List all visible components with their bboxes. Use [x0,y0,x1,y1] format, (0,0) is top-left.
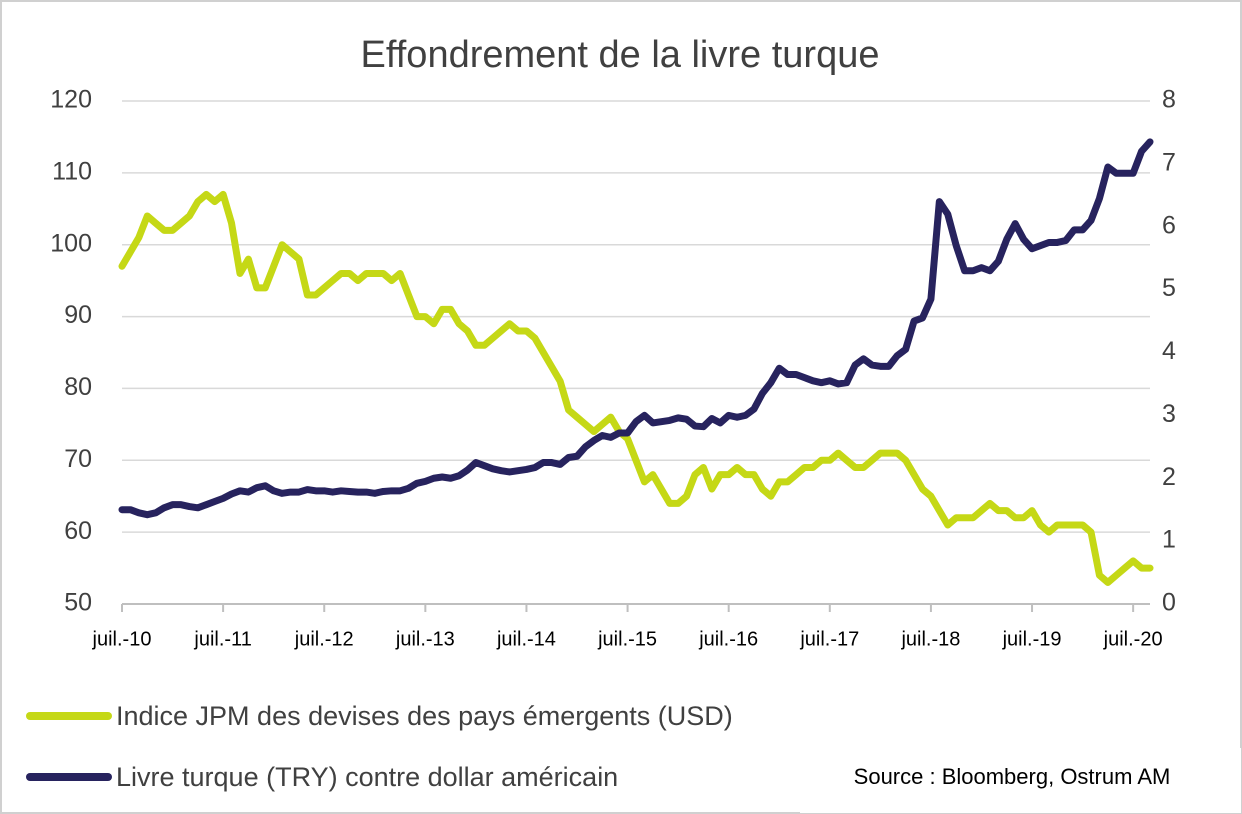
chart-title: Effondrement de la livre turque [361,34,880,76]
x-tick-label: juil.-15 [597,628,657,650]
x-tick-label: juil.-20 [1103,628,1163,650]
x-tick-label: juil.-13 [395,628,455,650]
y2-tick-label: 4 [1162,337,1176,365]
y-tick-label: 100 [50,229,92,257]
legend-label: Indice JPM des devises des pays émergent… [116,701,733,731]
series-line [118,138,1154,519]
x-tick-label: juil.-12 [294,628,354,650]
x-tick-label: juil.-10 [92,628,152,650]
source-box [800,748,1241,813]
y2-tick-label: 8 [1162,86,1176,114]
x-tick-label: juil.-14 [496,628,556,650]
y2-tick-label: 2 [1162,463,1176,491]
y2-tick-label: 3 [1162,400,1176,428]
x-tick-label: juil.-18 [900,628,960,650]
y2-tick-label: 5 [1162,274,1176,302]
legend-label: Livre turque (TRY) contre dollar américa… [116,762,618,792]
source: Source : Bloomberg, Ostrum AM [854,764,1171,789]
y-tick-label: 110 [52,157,92,185]
y-tick-label: 50 [64,589,92,617]
y2-tick-label: 0 [1162,589,1176,617]
y-tick-label: 90 [64,301,92,329]
series-line [118,190,1154,586]
y-tick-label: 80 [64,373,92,401]
x-tick-label: juil.-11 [193,628,251,650]
y-tick-label: 120 [50,86,92,114]
y-tick-label: 60 [64,517,92,545]
x-tick-label: juil.-19 [1002,628,1062,650]
y2-tick-label: 6 [1162,211,1176,239]
y2-tick-label: 7 [1162,148,1176,176]
x-tick-label: juil.-17 [799,628,859,650]
x-tick-label: juil.-16 [698,628,758,650]
y2-tick-label: 1 [1162,526,1176,554]
y-tick-label: 70 [64,445,92,473]
